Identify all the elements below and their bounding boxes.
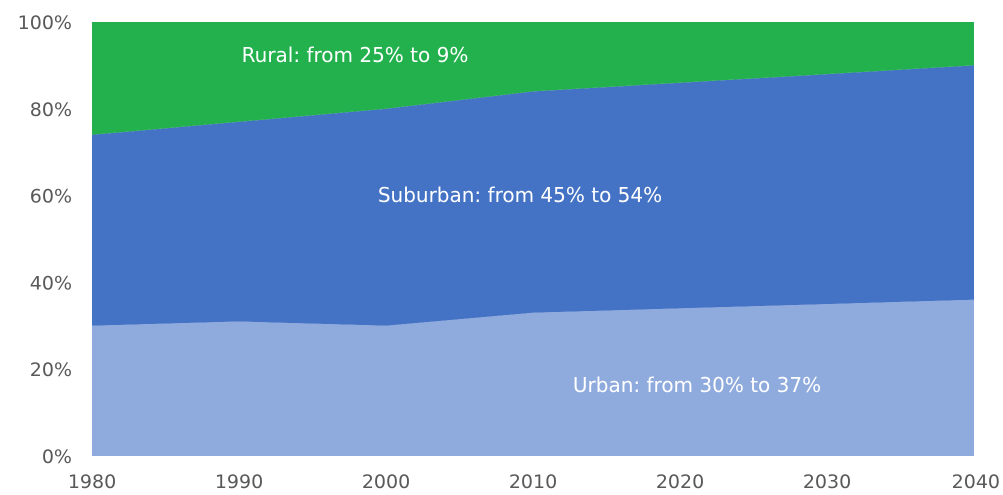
x-axis: 1980 1990 2000 2010 2020 2030 2040 [68,471,1000,493]
x-tick-label: 2040 [952,471,1000,493]
suburban-area [92,65,974,326]
urban-series-label: Urban: from 30% to 37% [573,373,821,397]
series-label-layer: Rural: from 25% to 9% Suburban: from 45%… [242,43,821,397]
y-tick-label: 20% [30,359,72,381]
rural-series-label: Rural: from 25% to 9% [242,43,469,67]
x-tick-label: 2020 [656,471,704,493]
y-axis: 0% 20% 40% 60% 80% 100% [18,12,72,468]
y-tick-label: 40% [30,272,72,294]
suburban-series-label: Suburban: from 45% to 54% [378,183,662,207]
x-tick-label: 2030 [803,471,851,493]
x-tick-label: 1980 [68,471,116,493]
y-tick-label: 60% [30,186,72,208]
urban-area [92,299,974,456]
y-tick-label: 0% [42,446,72,468]
area-layer [92,22,974,456]
x-tick-label: 2010 [509,471,557,493]
x-tick-label: 1990 [215,471,263,493]
y-tick-label: 80% [30,99,72,121]
y-tick-label: 100% [18,12,72,34]
rural-area [92,22,974,135]
x-tick-label: 2000 [362,471,410,493]
